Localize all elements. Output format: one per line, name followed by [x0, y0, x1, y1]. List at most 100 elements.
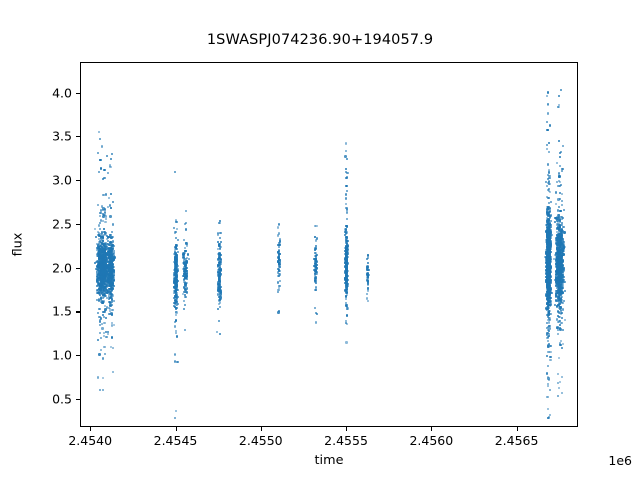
scatter-point — [103, 305, 106, 308]
scatter-point — [344, 155, 347, 158]
scatter-point — [98, 256, 101, 260]
scatter-point — [103, 168, 106, 171]
scatter-point — [560, 312, 563, 315]
y-tick-mark — [76, 180, 80, 182]
scatter-point — [276, 267, 279, 270]
scatter-point — [314, 246, 317, 249]
scatter-point — [109, 290, 112, 294]
scatter-point — [184, 274, 187, 278]
scatter-point — [110, 236, 113, 239]
scatter-point — [277, 311, 280, 314]
scatter-point — [546, 395, 549, 398]
scatter-point — [315, 237, 319, 240]
scatter-point — [103, 258, 106, 261]
scatter-point — [103, 290, 106, 293]
scatter-point — [561, 342, 565, 346]
scatter-point — [101, 220, 104, 223]
scatter-point — [218, 286, 221, 289]
scatter-point — [96, 298, 99, 301]
scatter-point — [100, 240, 103, 243]
scatter-point — [108, 269, 111, 272]
scatter-point — [556, 326, 559, 329]
scatter-point — [112, 201, 115, 204]
scatter-point — [558, 357, 561, 360]
scatter-point — [548, 141, 551, 144]
scatter-point — [111, 230, 114, 233]
scatter-point — [219, 268, 222, 271]
scatter-point — [108, 312, 111, 316]
scatter-point — [104, 215, 107, 218]
scatter-point — [313, 280, 316, 283]
scatter-point — [176, 264, 179, 268]
scatter-point — [175, 284, 178, 287]
scatter-point — [103, 277, 107, 280]
scatter-point — [104, 266, 107, 269]
scatter-point — [110, 292, 113, 295]
scatter-point — [95, 270, 98, 274]
scatter-point — [183, 223, 186, 226]
scatter-point — [345, 262, 348, 265]
scatter-point — [217, 233, 220, 236]
scatter-point — [176, 261, 179, 264]
scatter-point — [103, 253, 106, 256]
scatter-point — [557, 284, 560, 287]
scatter-point — [173, 246, 177, 249]
scatter-point — [105, 193, 108, 196]
y-tick-label: 0.5 — [52, 391, 72, 407]
scatter-point — [111, 285, 114, 288]
scatter-point — [112, 346, 115, 350]
scatter-point — [218, 285, 221, 288]
scatter-point — [176, 296, 179, 299]
scatter-point — [313, 264, 316, 267]
scatter-point — [346, 171, 349, 174]
scatter-point — [278, 238, 281, 241]
scatter-point — [101, 277, 104, 280]
scatter-point — [366, 268, 369, 271]
scatter-point — [110, 276, 113, 279]
scatter-point — [109, 164, 112, 167]
scatter-point — [95, 292, 99, 295]
scatter-point — [547, 150, 550, 153]
scatter-point — [107, 264, 110, 267]
scatter-point — [109, 204, 112, 207]
scatter-point — [98, 308, 101, 311]
scatter-point — [549, 214, 552, 217]
scatter-point — [103, 315, 106, 318]
scatter-point — [111, 273, 114, 276]
scatter-point — [563, 280, 566, 283]
scatter-point — [345, 304, 348, 307]
scatter-point — [109, 268, 112, 271]
scatter-point — [545, 147, 548, 150]
scatter-point — [314, 252, 317, 255]
scatter-point — [177, 295, 180, 298]
scatter-point — [103, 265, 106, 268]
scatter-point — [549, 296, 552, 299]
scatter-point — [102, 296, 105, 299]
y-tick-label: 2.5 — [52, 216, 72, 232]
scatter-point — [173, 353, 177, 357]
scatter-point — [102, 293, 106, 296]
y-tick-mark — [76, 92, 80, 94]
scatter-point — [104, 352, 107, 355]
x-tick-label: 2.4565 — [494, 433, 539, 448]
scatter-point — [344, 258, 347, 261]
scatter-point — [110, 336, 113, 339]
scatter-point — [558, 94, 561, 98]
scatter-point — [105, 244, 108, 247]
scatter-point — [103, 346, 106, 349]
scatter-point — [174, 263, 178, 266]
plot-axes-area — [80, 62, 578, 427]
scatter-point — [219, 293, 222, 296]
scatter-point — [557, 139, 560, 142]
scatter-point — [562, 308, 565, 311]
scatter-point — [345, 287, 348, 290]
y-tick-label: 2.0 — [52, 260, 72, 276]
scatter-point — [219, 231, 222, 235]
scatter-point — [345, 243, 349, 246]
scatter-point — [558, 386, 561, 389]
scatter-point — [547, 170, 551, 173]
scatter-point — [110, 313, 113, 316]
scatter-point — [277, 289, 280, 292]
scatter-point — [101, 236, 105, 239]
scatter-point — [110, 193, 113, 196]
